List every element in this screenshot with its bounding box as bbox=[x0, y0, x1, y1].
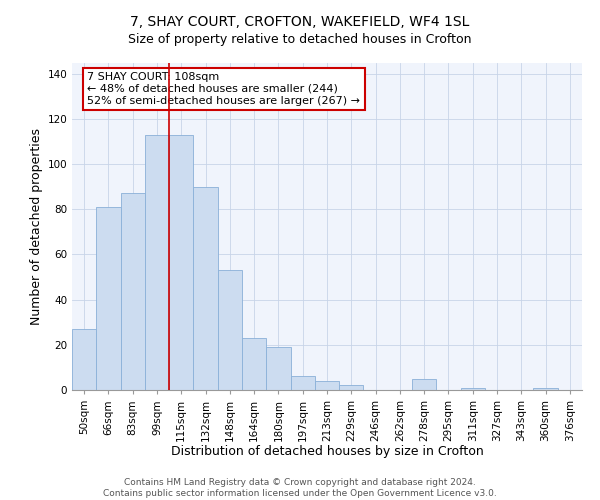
Bar bbox=[169, 135, 193, 390]
Bar bbox=[412, 378, 436, 390]
Bar bbox=[533, 388, 558, 390]
Text: Size of property relative to detached houses in Crofton: Size of property relative to detached ho… bbox=[128, 32, 472, 46]
Text: Contains HM Land Registry data © Crown copyright and database right 2024.
Contai: Contains HM Land Registry data © Crown c… bbox=[103, 478, 497, 498]
Bar bbox=[145, 135, 169, 390]
Text: 7, SHAY COURT, CROFTON, WAKEFIELD, WF4 1SL: 7, SHAY COURT, CROFTON, WAKEFIELD, WF4 1… bbox=[130, 15, 470, 29]
Bar bbox=[266, 347, 290, 390]
Bar bbox=[193, 186, 218, 390]
Bar bbox=[242, 338, 266, 390]
Y-axis label: Number of detached properties: Number of detached properties bbox=[30, 128, 43, 325]
Text: 7 SHAY COURT: 108sqm
← 48% of detached houses are smaller (244)
52% of semi-deta: 7 SHAY COURT: 108sqm ← 48% of detached h… bbox=[88, 72, 360, 106]
Bar bbox=[339, 386, 364, 390]
Bar bbox=[290, 376, 315, 390]
Bar bbox=[461, 388, 485, 390]
Bar bbox=[121, 194, 145, 390]
Bar bbox=[72, 329, 96, 390]
X-axis label: Distribution of detached houses by size in Crofton: Distribution of detached houses by size … bbox=[170, 446, 484, 458]
Bar bbox=[96, 207, 121, 390]
Bar bbox=[218, 270, 242, 390]
Bar bbox=[315, 381, 339, 390]
